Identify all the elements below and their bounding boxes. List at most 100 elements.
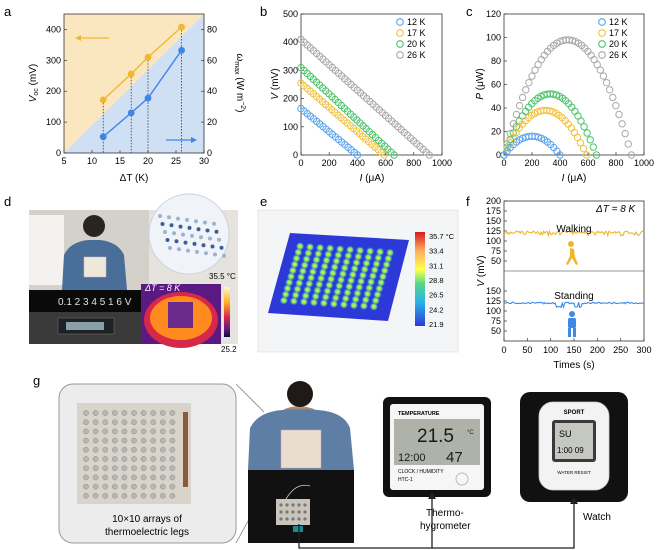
c-point: [605, 86, 614, 94]
inset-leg: [203, 220, 207, 225]
inset-leg: [190, 233, 194, 238]
c-point: [580, 123, 588, 131]
g-leg: [111, 428, 118, 435]
chart-f: 0 50 100 150 200 250 3002001751501251007550150…: [476, 196, 652, 371]
g-leg: [169, 492, 176, 499]
a-arrow-right: [166, 137, 197, 143]
inset-leg: [183, 240, 188, 245]
g-leg: [92, 428, 99, 435]
c-point: [518, 93, 527, 102]
inset-leg: [214, 229, 219, 234]
g-leg: [121, 483, 128, 490]
g-leg: [83, 437, 89, 444]
c-point: [568, 36, 577, 45]
g-board-leg: [291, 517, 295, 521]
multimeter-display: [29, 290, 149, 312]
g-thermo-foot1: CLOCK / HUMIDITY: [398, 469, 444, 475]
g-leg: [150, 492, 157, 499]
g-leg: [111, 465, 118, 472]
g-leg: [102, 492, 109, 499]
g-leg: [169, 483, 176, 490]
g-watch: SPORT SU 1:00 09 WATER RESIST: [520, 392, 628, 502]
g-thermo-head: TEMPERATURE: [398, 411, 440, 417]
c-ytick-label: 80: [491, 56, 501, 66]
a-ylabel-right: ωmax (W m−2): [233, 53, 246, 112]
g-leg: [140, 474, 147, 481]
panel-label-f: f: [466, 194, 470, 209]
e-hotspot: [299, 297, 309, 306]
f-standing-label: Standing: [554, 291, 593, 302]
inset-leg: [201, 243, 206, 248]
g-leg: [83, 492, 89, 499]
inset-leg: [222, 253, 226, 258]
c-point: [627, 151, 636, 159]
b-legend-marker: [396, 18, 404, 26]
b-xtick-label: 800: [406, 158, 421, 168]
c-point: [586, 136, 594, 144]
e-colorbar-label: 33.4: [429, 247, 444, 256]
b-ylabel: V (mV): [270, 68, 281, 99]
g-leg: [140, 483, 147, 490]
photo-d: 0.1 2 3 4 5 1 6 V ΔT = 8 K 35.5 °C 25.2: [29, 193, 238, 354]
g-leg: [140, 428, 147, 435]
e-colorbar-label: 24.2: [429, 305, 444, 314]
f-ytick-label: 200: [486, 196, 501, 206]
c-point: [621, 129, 629, 138]
g-leg: [159, 483, 166, 490]
e-hotspot: [289, 296, 299, 306]
b-ytick-label: 0: [293, 150, 298, 160]
inset-leg: [217, 237, 221, 242]
b-point: [353, 151, 362, 159]
g-leg: [150, 456, 157, 462]
e-hotspot: [279, 296, 289, 305]
g-leg: [131, 474, 137, 481]
g-leg: [159, 474, 166, 481]
c-ytick-label: 40: [491, 103, 501, 113]
multimeter-reading: 0.1 2 3 4 5 1 6 V: [58, 297, 132, 308]
c-point: [589, 143, 598, 151]
c-legend-label: 26 K: [609, 50, 628, 60]
a-xtick-label: 20: [143, 156, 153, 166]
g-leg: [102, 474, 109, 481]
e-hotspot: [369, 302, 379, 311]
g-leg: [121, 419, 128, 426]
f-walking-label: Walking: [556, 224, 591, 235]
photo-g: 10×10 arrays of thermoelectric legs TEMP…: [58, 381, 628, 549]
c-point: [593, 60, 601, 69]
g-leg: [83, 465, 89, 472]
b-xtick-label: 1000: [432, 158, 452, 168]
g-leg: [83, 428, 89, 435]
f-xtick-label: 200: [590, 345, 605, 355]
b-point: [390, 151, 398, 159]
c-xtick-label: 1000: [634, 158, 654, 168]
c-legend-label: 12 K: [609, 17, 628, 27]
inset-leg: [158, 214, 162, 218]
g-device-on-back: [280, 429, 322, 469]
g-leg: [111, 483, 118, 490]
g-leg: [169, 419, 176, 426]
e-hotspot: [359, 301, 369, 311]
g-leg: [169, 474, 176, 481]
g-watch-brand: SPORT: [564, 410, 585, 416]
c-point: [556, 151, 564, 159]
g-leg: [131, 492, 137, 499]
g-wire: [298, 497, 433, 549]
c-point: [583, 129, 591, 137]
g-leg: [121, 446, 128, 453]
g-leg: [150, 419, 157, 426]
f-annotation: ΔT = 8 K: [595, 204, 637, 215]
c-ytick-label: 0: [496, 150, 501, 160]
inset-leg: [192, 241, 197, 246]
c-point: [531, 66, 539, 74]
b-xlabel: I (μA): [360, 173, 385, 184]
inset-leg: [186, 248, 190, 253]
g-leg: [131, 428, 137, 435]
panel-label-g: g: [33, 373, 40, 388]
a-xtick-label: 10: [87, 156, 97, 166]
a-voc-line: [102, 26, 183, 101]
a-ytick-left-label: 100: [46, 117, 61, 127]
c-point: [618, 120, 626, 128]
c-point: [609, 93, 617, 102]
b-legend-label: 12 K: [407, 17, 426, 27]
